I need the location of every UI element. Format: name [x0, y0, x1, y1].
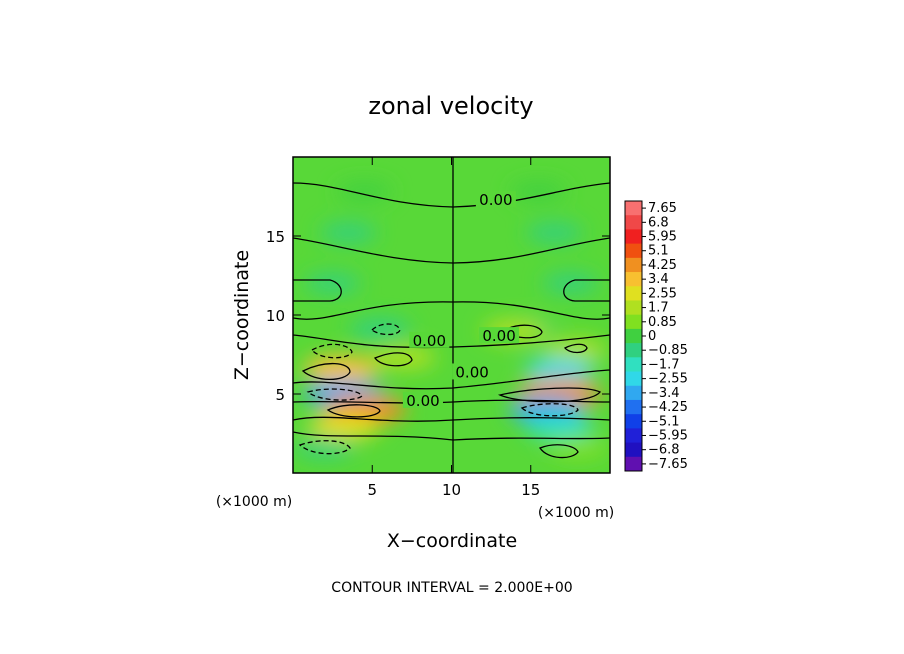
- field-cell: [308, 414, 380, 440]
- contour-label: 0.00: [479, 191, 512, 209]
- colorbar-swatch: [625, 357, 642, 373]
- contour-line: [311, 343, 353, 359]
- contour-label: 0.00: [413, 332, 446, 350]
- colorbar-label: −5.1: [648, 414, 680, 429]
- colorbar-label: −6.8: [648, 443, 680, 458]
- field-cell: [336, 182, 392, 202]
- colorbar-label: −0.85: [648, 343, 688, 358]
- colorbar-swatch: [625, 229, 642, 245]
- colorbar-swatch: [625, 243, 642, 259]
- colorbar-label: 5.1: [648, 244, 669, 259]
- contour-line: [306, 388, 363, 401]
- colorbar-swatch: [625, 215, 642, 230]
- colorbar-label: 5.95: [648, 230, 677, 245]
- contour-interval-note: CONTOUR INTERVAL = 2.000E+00: [331, 580, 572, 596]
- x-unit-right: (×1000 m): [538, 505, 614, 521]
- contour-label: 0.00: [455, 363, 488, 381]
- contour-label: 0.00: [482, 327, 515, 345]
- contour-label-bg: [452, 363, 493, 380]
- contour-line: [373, 352, 413, 367]
- colorbar-swatch: [625, 385, 642, 401]
- x-tick-label: 5: [367, 481, 377, 499]
- contour-label-bg: [402, 391, 443, 408]
- contour-line: [293, 279, 342, 302]
- field-cell: [304, 273, 361, 294]
- colorbar-label: 1.7: [648, 301, 669, 316]
- field-cell: [542, 273, 599, 294]
- colorbar-label: 2.55: [648, 286, 677, 301]
- colorbar-swatch: [625, 286, 642, 301]
- colorbar-swatch: [625, 343, 642, 358]
- colorbar-swatch: [625, 201, 642, 216]
- contour-line: [539, 444, 579, 459]
- contour-label-bg: [475, 191, 516, 208]
- colorbar-label: 6.8: [648, 215, 669, 230]
- field-cell: [302, 355, 379, 383]
- contour-line: [563, 279, 610, 302]
- colorbar-swatch: [625, 456, 642, 472]
- y-axis-label: Z−coordinate: [231, 250, 253, 380]
- plot-area: 0.00 0.00 0.00 0.00 0.00: [293, 157, 610, 473]
- colorbar-swatch: [625, 328, 642, 344]
- colorbar-label: −4.25: [648, 400, 688, 415]
- colorbar: 7.656.85.955.14.253.42.551.70.850−0.85−1…: [624, 200, 688, 472]
- field-cell: [543, 338, 608, 362]
- colorbar-swatch: [625, 442, 642, 458]
- contour-line: [326, 404, 381, 418]
- x-tick-label: 15: [521, 481, 540, 499]
- x-tick-label: 10: [442, 481, 461, 499]
- colorbar-label: −2.55: [648, 372, 688, 387]
- field-cell: [349, 318, 411, 341]
- colorbar-swatch: [625, 272, 642, 287]
- x-axis-label: X−coordinate: [387, 530, 517, 552]
- colorbar-label: 0: [648, 329, 656, 344]
- y-tick-label: 15: [266, 228, 285, 246]
- contour-line: [563, 343, 588, 354]
- colorbar-label: −3.4: [648, 386, 680, 401]
- contour-label-bg: [479, 327, 520, 344]
- contour-line: [298, 440, 351, 455]
- colorbar-swatch: [625, 300, 642, 316]
- x-axis: 5 10 15: [367, 157, 540, 499]
- colorbar-label: −7.65: [648, 457, 688, 472]
- colorbar-swatch: [625, 399, 642, 415]
- y-axis: 5 10 15: [266, 228, 610, 404]
- colorbar-label: −1.7: [648, 357, 680, 372]
- field-cell: [524, 358, 595, 383]
- contour-line: [520, 403, 579, 417]
- field-cell: [320, 222, 377, 243]
- field-cell: [526, 222, 583, 243]
- contour-label: 0.00: [406, 392, 439, 410]
- colorbar-label: −5.95: [648, 428, 688, 443]
- field-cell: [524, 415, 594, 440]
- y-tick-label: 5: [275, 386, 285, 404]
- colorbar-label: 0.85: [648, 315, 677, 330]
- colorbar-swatch: [625, 414, 642, 429]
- colorbar-swatch: [625, 428, 642, 444]
- field-cell: [547, 437, 609, 459]
- x-unit-left: (×1000 m): [216, 494, 292, 510]
- field-cell: [371, 346, 437, 370]
- colorbar-swatch: [625, 257, 642, 273]
- y-tick-label: 10: [266, 307, 285, 325]
- chart-title: zonal velocity: [368, 92, 533, 120]
- colorbar-swatch: [625, 371, 642, 387]
- colorbar-label: 7.65: [648, 201, 677, 216]
- contour-line: [371, 323, 401, 336]
- field-cell: [511, 182, 567, 202]
- colorbar-label: 4.25: [648, 258, 677, 273]
- colorbar-swatch: [625, 314, 642, 330]
- contour-label-bg: [409, 331, 450, 348]
- colorbar-label: 3.4: [648, 272, 669, 287]
- contour-line: [301, 362, 351, 381]
